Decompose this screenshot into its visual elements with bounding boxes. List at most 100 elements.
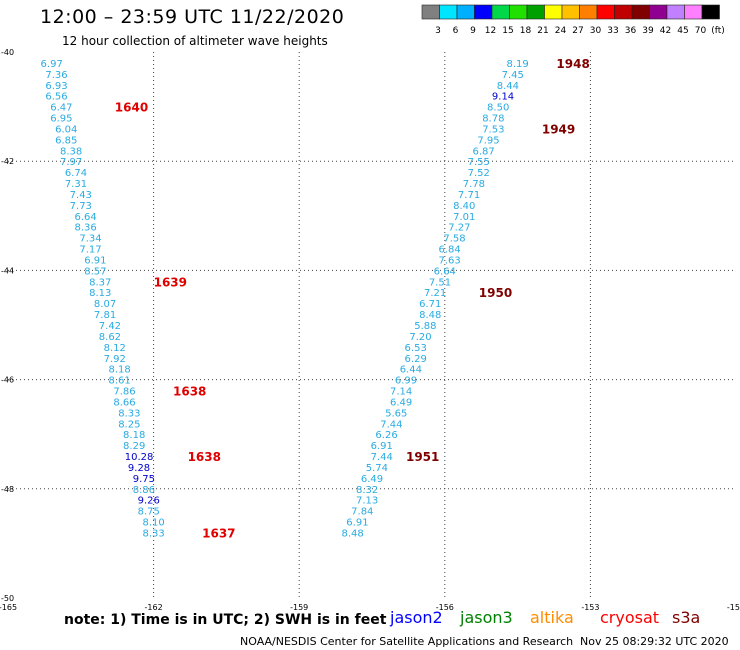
time-label: 1639: [154, 275, 187, 289]
swh-value: 7.42: [99, 321, 121, 332]
swh-value: 8.33: [142, 528, 164, 539]
colorbar-swatch: [666, 4, 685, 20]
swh-value: 7.81: [94, 310, 116, 321]
swh-value: 8.07: [94, 299, 116, 310]
swh-value: 8.19: [506, 59, 528, 70]
colorbar-label: (ft): [711, 26, 725, 36]
colorbar-swatch: [701, 4, 720, 20]
swh-value: 6.47: [50, 103, 72, 114]
time-label: 1949: [542, 122, 575, 136]
colorbar-label: 15: [502, 26, 513, 36]
swh-value: 6.87: [472, 146, 494, 157]
legend-jason3: jason3: [460, 608, 513, 627]
swh-value: 8.50: [487, 103, 509, 114]
swh-value: 5.74: [366, 463, 388, 474]
swh-value: 7.45: [502, 70, 524, 81]
colorbar-label: 33: [607, 26, 618, 36]
colorbar-label: 70: [695, 26, 707, 36]
swh-value: 6.97: [41, 59, 63, 70]
swh-value: 8.18: [108, 365, 130, 376]
swh-value: 8.66: [113, 397, 135, 408]
swh-value: 8.86: [133, 485, 155, 496]
colorbar-label: 27: [572, 26, 583, 36]
swh-value: 6.71: [419, 299, 441, 310]
swh-value: 6.91: [371, 441, 393, 452]
legend-altika: altika: [530, 608, 574, 627]
swh-value: 6.49: [390, 397, 412, 408]
time-label: 1948: [556, 57, 589, 71]
x-tick-label: -162: [145, 603, 163, 612]
swh-value: 7.44: [380, 419, 402, 430]
swh-value: 8.40: [453, 201, 475, 212]
swh-value: 8.13: [89, 288, 111, 299]
swh-value: 7.73: [70, 201, 92, 212]
credit-left: NOAA/NESDIS Center for Satellite Applica…: [240, 635, 574, 648]
swh-value: 9.75: [133, 474, 155, 485]
colorbar-label: 36: [625, 26, 637, 36]
swh-value: 8.62: [99, 332, 121, 343]
colorbar-label: 30: [590, 26, 602, 36]
time-label: 1637: [202, 526, 235, 540]
swh-value: 8.12: [104, 343, 126, 354]
grid-lines: [8, 52, 736, 598]
x-tick-label: -153: [581, 603, 599, 612]
y-tick-label: -48: [1, 485, 14, 494]
swh-value: 6.74: [65, 168, 87, 179]
x-tick-label: -159: [290, 603, 308, 612]
swh-value: 7.20: [409, 332, 431, 343]
y-tick-label: -44: [1, 266, 14, 275]
swh-value: 8.48: [341, 528, 363, 539]
time-label: 1638: [188, 450, 221, 464]
swh-value: 7.43: [70, 190, 92, 201]
swh-value: 7.63: [439, 255, 461, 266]
colorbar-label: 3: [435, 26, 441, 36]
x-tick-label: -156: [436, 603, 454, 612]
chart-subtitle: 12 hour collection of altimeter wave hei…: [62, 34, 328, 48]
swh-value: 6.49: [361, 474, 383, 485]
footer-note: note: 1) Time is in UTC; 2) SWH is in fe…: [64, 612, 387, 628]
x-tick-label: -150: [727, 603, 740, 612]
data-points: 6.977.366.936.566.476.956.046.858.387.97…: [41, 59, 529, 540]
colorbar-label: 39: [642, 26, 654, 36]
swh-value: 6.95: [50, 114, 72, 125]
y-tick-label: -50: [1, 594, 14, 603]
swh-value: 7.71: [458, 190, 480, 201]
colorbar-label: 24: [555, 26, 567, 36]
swh-value: 6.84: [439, 245, 461, 256]
swh-value: 7.78: [463, 179, 485, 190]
colorbar-label: 18: [520, 26, 532, 36]
swh-value: 7.51: [429, 277, 451, 288]
swh-value: 8.10: [142, 518, 164, 529]
swh-value: 6.44: [400, 365, 422, 376]
colorbar-swatch: [474, 4, 493, 20]
colorbar-label: 6: [453, 26, 459, 36]
colorbar-legend: 3 6 9 12 15 18 21 24 27 30 33 36 39 42 45 70 (ft): [421, 4, 725, 36]
swh-value: 7.01: [453, 212, 475, 223]
swh-value: 8.33: [118, 408, 140, 419]
swh-value: 7.36: [45, 70, 67, 81]
swh-value: 8.57: [84, 266, 106, 277]
swh-value: 8.25: [118, 419, 140, 430]
swh-value: 8.38: [60, 146, 82, 157]
swh-value: 8.29: [123, 441, 145, 452]
swh-value: 7.21: [424, 288, 446, 299]
colorbar-label: 9: [470, 26, 476, 36]
time-label: 1951: [406, 450, 439, 464]
colorbar-swatch: [596, 4, 615, 20]
colorbar-swatch: [649, 4, 668, 20]
swh-value: 7.27: [448, 223, 470, 234]
swh-value: 6.93: [45, 81, 67, 92]
swh-value: 6.91: [84, 255, 106, 266]
legend-s3a: s3a: [672, 608, 701, 627]
swh-value: 6.29: [405, 354, 427, 365]
colorbar-swatch: [439, 4, 458, 20]
colorbar-swatch: [561, 4, 580, 20]
swh-value: 6.91: [346, 518, 368, 529]
chart-title: 12:00 – 23:59 UTC 11/22/2020: [40, 6, 345, 28]
colorbar-swatch: [526, 4, 545, 20]
swh-value: 8.61: [108, 376, 130, 387]
swh-value: 8.78: [482, 114, 504, 125]
swh-value: 8.75: [138, 507, 160, 518]
colorbar-label: 45: [677, 26, 688, 36]
swh-value: 9.26: [138, 496, 160, 507]
